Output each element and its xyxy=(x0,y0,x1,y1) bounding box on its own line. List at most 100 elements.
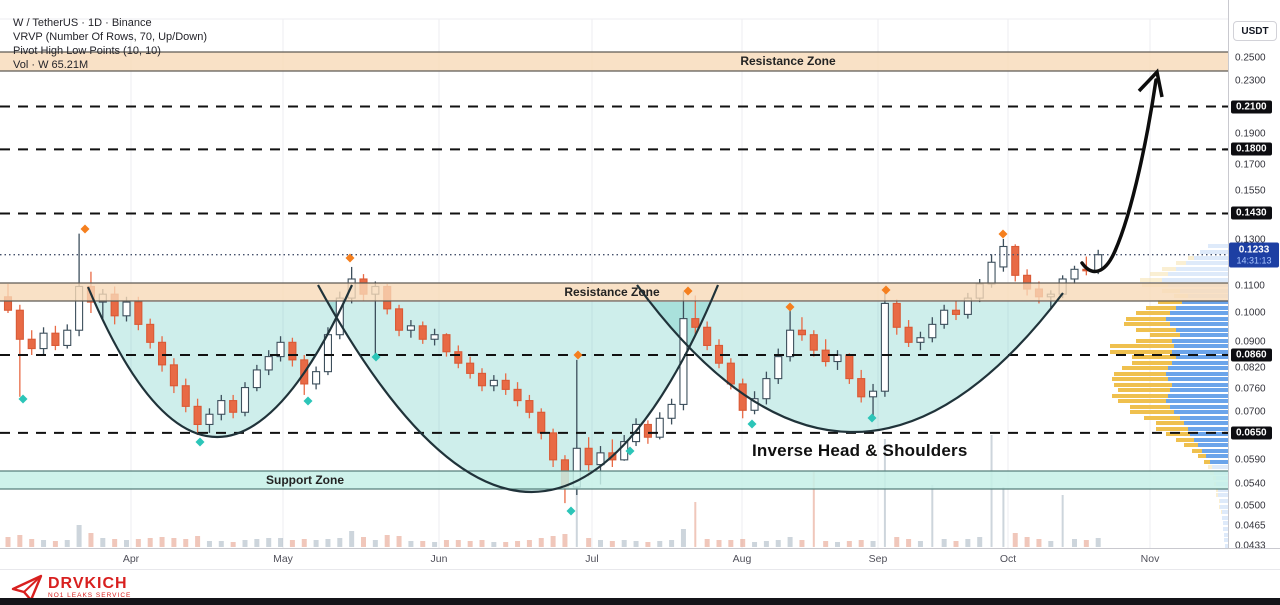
candle-body[interactable] xyxy=(406,325,415,331)
price-axis[interactable]: USDT 0.2500 0.2300 0.2100 0.1900 0.1800 0.170… xyxy=(1228,0,1280,551)
candle-body[interactable] xyxy=(229,400,238,413)
candle-body[interactable] xyxy=(738,383,747,411)
candle-body[interactable] xyxy=(845,354,854,380)
resistance-zone-mid[interactable] xyxy=(0,283,1228,301)
candle-body[interactable] xyxy=(1011,245,1020,276)
candle-body[interactable] xyxy=(134,301,143,325)
candle-body[interactable] xyxy=(857,378,866,398)
candle-body[interactable] xyxy=(643,423,652,438)
projection-arrow-head xyxy=(1137,68,1164,98)
candle-body[interactable] xyxy=(122,301,131,317)
price-axis-label: 0.1550 xyxy=(1235,185,1266,197)
volume-bar xyxy=(361,537,366,547)
candle-body[interactable] xyxy=(394,308,404,331)
candle-body[interactable] xyxy=(655,417,664,438)
candle-body[interactable] xyxy=(513,388,522,402)
candle-body[interactable] xyxy=(15,309,24,340)
candle-body[interactable] xyxy=(1070,268,1079,280)
candle-body[interactable] xyxy=(667,403,676,419)
candle-body[interactable] xyxy=(240,387,250,413)
candle-body[interactable] xyxy=(679,318,688,405)
price-axis-label: 0.0700 xyxy=(1235,406,1266,418)
cup-arc-left-shoulder[interactable] xyxy=(86,284,354,438)
candle-body[interactable] xyxy=(217,400,226,415)
candle-body[interactable] xyxy=(276,341,285,358)
candle-body[interactable] xyxy=(904,326,913,343)
candle-body[interactable] xyxy=(169,364,178,387)
volume-profile-down-bar xyxy=(1208,465,1212,469)
candle-body[interactable] xyxy=(999,245,1008,268)
cup-arc-head[interactable] xyxy=(317,284,720,494)
candle-body[interactable] xyxy=(288,341,297,361)
price-axis-label: 0.0900 xyxy=(1235,336,1266,348)
symbol-title[interactable]: W / TetherUS · 1D · Binance xyxy=(13,17,152,29)
candle-body[interactable] xyxy=(797,329,807,336)
candle-body[interactable] xyxy=(501,379,510,390)
candle-body[interactable] xyxy=(892,302,901,328)
indicator-pivot-points[interactable]: Pivot High Low Points (10, 10) xyxy=(13,45,161,57)
candle-body[interactable] xyxy=(193,405,202,426)
cup-arc-right-shoulder[interactable] xyxy=(636,284,1064,434)
volume-profile-up-bar xyxy=(1223,521,1228,525)
candle-body[interactable] xyxy=(762,378,771,400)
volume-bar xyxy=(609,541,615,547)
volume-bar xyxy=(278,538,284,547)
candle-body[interactable] xyxy=(940,309,949,325)
candle-body[interactable] xyxy=(27,338,36,350)
volume-profile-up-bar xyxy=(1222,510,1228,514)
volume-profile-up-bar xyxy=(1206,454,1228,458)
projection-arrow[interactable] xyxy=(1080,78,1158,274)
volume-profile-up-bar xyxy=(1202,449,1228,453)
candle-body[interactable] xyxy=(584,447,593,466)
candle-body[interactable] xyxy=(312,371,321,385)
time-axis-label: Oct xyxy=(999,553,1017,565)
candle-body[interactable] xyxy=(158,341,167,366)
candle-body[interactable] xyxy=(596,452,605,466)
candle-body[interactable] xyxy=(525,400,534,413)
candle-body[interactable] xyxy=(146,323,155,343)
indicator-vrvp[interactable]: VRVP (Number Of Rows, 70, Up/Down) xyxy=(13,31,207,43)
currency-toggle-button[interactable]: USDT xyxy=(1233,21,1277,41)
volume-bar xyxy=(289,540,295,547)
candle-body[interactable] xyxy=(477,372,487,387)
candle-body[interactable] xyxy=(51,332,60,346)
candle-body[interactable] xyxy=(786,329,795,358)
candle-body[interactable] xyxy=(63,329,72,346)
price-level-badge: 0.1430 xyxy=(1231,206,1272,220)
volume-profile-down-bar xyxy=(1110,344,1174,348)
candle-body[interactable] xyxy=(537,411,546,434)
candle-body[interactable] xyxy=(809,334,818,351)
volume-profile-up-bar xyxy=(1168,366,1228,370)
candle-body[interactable] xyxy=(880,302,889,392)
candle-body[interactable] xyxy=(418,325,427,340)
resistance-zone-top[interactable] xyxy=(0,52,1228,71)
candle-body[interactable] xyxy=(691,318,700,328)
candle-body[interactable] xyxy=(264,356,273,371)
volume-indicator[interactable]: Vol · W 65.21M xyxy=(13,59,89,71)
volume-profile-up-bar xyxy=(1168,272,1228,276)
candle-body[interactable] xyxy=(928,323,937,339)
candle-body[interactable] xyxy=(181,385,190,407)
candle-body[interactable] xyxy=(205,413,214,426)
candle-body[interactable] xyxy=(774,356,783,380)
candle-body[interactable] xyxy=(703,326,712,346)
candle-body[interactable] xyxy=(454,351,463,364)
candle-body[interactable] xyxy=(549,432,558,461)
candle-body[interactable] xyxy=(430,334,439,340)
support-zone[interactable] xyxy=(0,471,1228,489)
candle-body[interactable] xyxy=(951,309,961,315)
candle-body[interactable] xyxy=(442,334,451,353)
candle-body[interactable] xyxy=(868,390,878,398)
candle-body[interactable] xyxy=(726,362,735,385)
candle-body[interactable] xyxy=(39,332,48,350)
candle-body[interactable] xyxy=(987,261,996,285)
candle-body[interactable] xyxy=(489,379,498,387)
candle-body[interactable] xyxy=(466,362,475,374)
volume-profile-down-bar xyxy=(1150,333,1180,337)
candle-body[interactable] xyxy=(252,369,261,389)
volume-profile-down-bar xyxy=(1132,355,1176,359)
volume-bar xyxy=(931,485,934,547)
time-axis[interactable]: Apr May Jun Jul Aug Sep Oct Nov xyxy=(0,548,1280,570)
candle-body[interactable] xyxy=(916,337,925,343)
